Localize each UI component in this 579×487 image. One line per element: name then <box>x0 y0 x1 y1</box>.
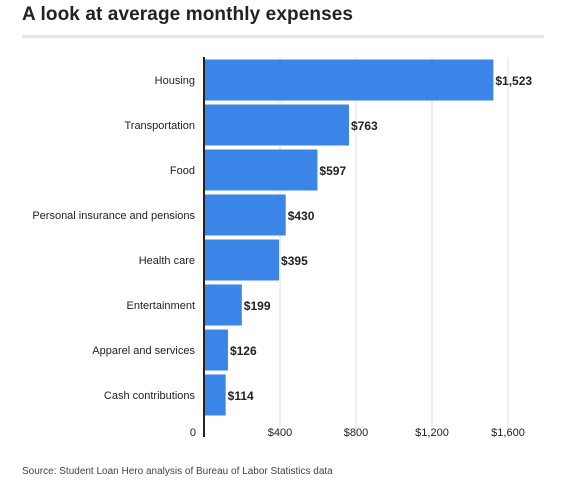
x-tick-label: $400 <box>268 427 292 439</box>
category-label: Cash contributions <box>104 390 196 402</box>
category-label: Food <box>170 165 195 177</box>
value-label: $114 <box>228 389 254 403</box>
category-label: Health care <box>139 255 195 267</box>
x-tick-label: 0 <box>190 427 196 439</box>
x-tick-label: $1,200 <box>415 427 449 439</box>
category-label: Apparel and services <box>92 345 195 357</box>
value-label: $1,523 <box>495 74 532 88</box>
value-label: $199 <box>244 299 271 313</box>
bar-5 <box>204 284 242 326</box>
value-label: $126 <box>230 344 257 358</box>
x-tick-label: $1,600 <box>491 427 525 439</box>
value-label: $430 <box>288 209 315 223</box>
bar-1 <box>204 104 349 146</box>
bar-2 <box>204 149 318 191</box>
bar-3 <box>204 194 286 236</box>
bar-6 <box>204 329 228 371</box>
x-tick-label: $800 <box>344 427 368 439</box>
value-label: $763 <box>351 119 378 133</box>
value-label: $395 <box>281 254 308 268</box>
bar-0 <box>204 59 494 101</box>
title-divider <box>22 35 544 38</box>
category-label: Transportation <box>124 120 195 132</box>
bar-4 <box>204 239 280 281</box>
category-label: Entertainment <box>127 300 195 312</box>
category-label: Personal insurance and pensions <box>32 210 195 222</box>
chart-title: A look at average monthly expenses <box>22 4 354 25</box>
value-label: $597 <box>319 164 346 178</box>
category-label: Housing <box>155 75 195 87</box>
source-note: Source: Student Loan Hero analysis of Bu… <box>22 466 333 477</box>
bar-7 <box>204 374 226 416</box>
